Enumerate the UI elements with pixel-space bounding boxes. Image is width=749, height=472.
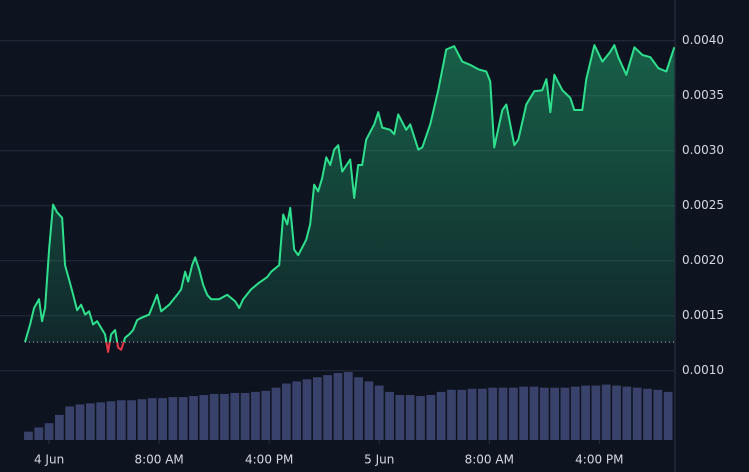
volume-bar	[395, 395, 405, 440]
volume-bar	[612, 385, 621, 440]
volume-bar	[498, 387, 508, 440]
volume-bar	[55, 414, 64, 440]
volume-bar	[116, 400, 126, 440]
volume-bar	[539, 387, 549, 440]
y-tick-label: 0.0030	[682, 143, 724, 157]
volume-bar	[529, 386, 539, 440]
volume-bar	[137, 399, 147, 440]
volume-bar	[333, 373, 343, 440]
volume-bar	[560, 387, 570, 440]
volume-bar	[209, 393, 219, 440]
volume-bar	[312, 377, 322, 440]
volume-bar	[405, 395, 415, 440]
volume-bar	[653, 389, 663, 440]
volume-bar	[158, 398, 167, 440]
volume-bar	[24, 431, 33, 440]
x-tick-label: 8:00 AM	[465, 453, 514, 467]
volume-bar	[364, 381, 374, 440]
volume-bar	[178, 397, 188, 440]
y-tick-label: 0.0040	[682, 33, 724, 47]
y-tick-label: 0.0010	[682, 363, 724, 377]
y-tick-label: 0.0025	[682, 198, 724, 212]
volume-bar	[106, 401, 116, 440]
x-tick-label: 4 Jun	[34, 453, 64, 467]
volume-bar	[581, 385, 590, 440]
volume-bar	[663, 391, 673, 440]
volume-bar	[416, 396, 425, 440]
volume-bar	[34, 427, 44, 440]
y-tick-label: 0.0015	[682, 308, 724, 322]
volume-bar	[508, 387, 518, 440]
volume-bar	[261, 390, 271, 440]
x-tick-label: 4:00 PM	[245, 453, 293, 467]
volume-bar	[385, 391, 394, 440]
volume-bar	[519, 386, 529, 440]
volume-bar	[447, 389, 456, 440]
volume-bar	[240, 392, 250, 440]
volume-bar	[127, 400, 136, 440]
volume-bar	[467, 388, 477, 440]
volume-bar	[601, 384, 611, 440]
volume-bar	[230, 392, 240, 440]
volume-bar	[478, 388, 487, 440]
volume-bar	[488, 387, 498, 440]
volume-bar	[96, 402, 106, 440]
volume-bar	[85, 403, 95, 440]
volume-bar	[570, 386, 580, 440]
x-tick-label: 5 Jun	[364, 453, 394, 467]
volume-bar	[426, 395, 436, 440]
volume-bar	[168, 397, 178, 440]
y-tick-label: 0.0035	[682, 88, 724, 102]
volume-bar	[354, 377, 363, 440]
volume-bar	[343, 372, 353, 440]
volume-bar	[323, 375, 333, 440]
volume-bar	[189, 396, 198, 440]
volume-bar	[292, 381, 302, 440]
volume-bar	[622, 386, 632, 440]
y-tick-label: 0.0020	[682, 253, 724, 267]
price-line	[24, 44, 676, 343]
volume-bar	[643, 388, 652, 440]
volume-bar	[550, 387, 560, 440]
volume-bar	[75, 404, 85, 440]
x-tick-label: 4:00 PM	[575, 453, 623, 467]
volume-bar	[65, 406, 75, 440]
volume-bar	[199, 395, 209, 440]
volume-bar	[436, 391, 446, 440]
volume-bar	[251, 391, 260, 440]
volume-bar	[302, 379, 312, 440]
volume-bar	[591, 385, 601, 440]
volume-bar	[147, 398, 157, 440]
x-tick-label: 8:00 AM	[134, 453, 183, 467]
volume-bar	[220, 393, 229, 440]
volume-bar	[44, 423, 54, 440]
price-area	[25, 45, 675, 343]
volume-bar	[271, 387, 281, 440]
volume-bar	[632, 387, 642, 440]
volume-bar	[374, 385, 384, 440]
volume-bar	[281, 383, 291, 440]
volume-bar	[457, 389, 467, 440]
